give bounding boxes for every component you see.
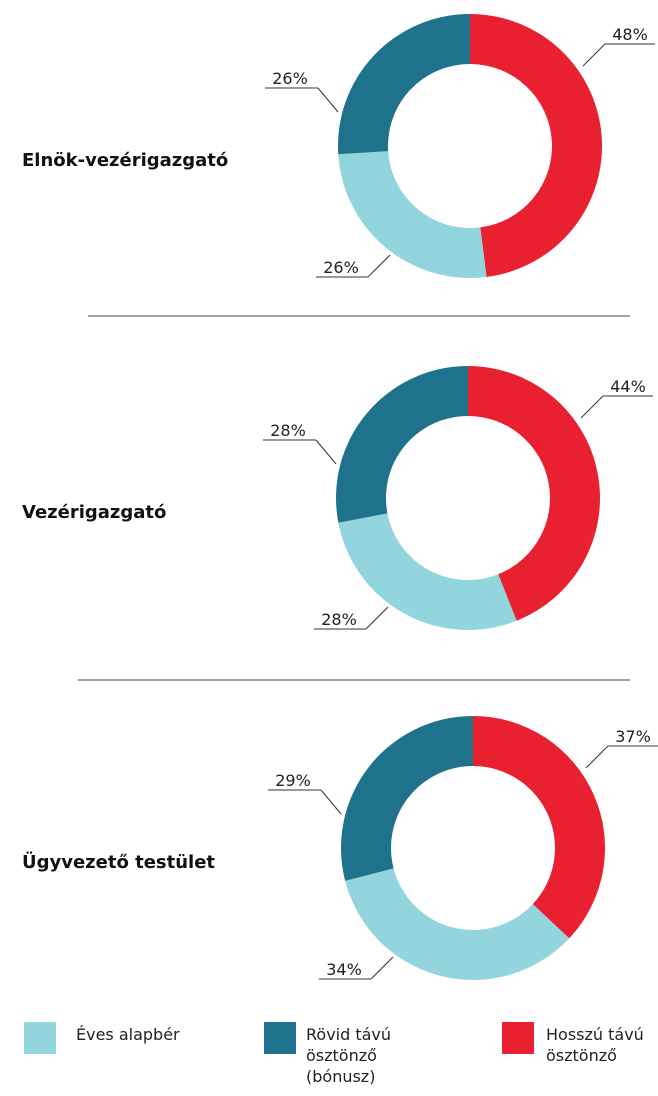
donut-slice [338,513,517,630]
chart-title: Elnök-vezérigazgató [22,150,228,171]
legend-label: Éves alapbér [76,1025,180,1044]
data-label: 26% [272,69,308,88]
donut-slice [335,366,468,523]
legend-swatch [502,1022,534,1054]
data-label: 28% [270,421,306,440]
legend-swatch [264,1022,296,1054]
data-label: 44% [610,377,646,396]
donut-slice [470,14,603,277]
leader-line [317,87,339,113]
donut-slice [337,14,470,155]
chart-title: Ügyvezető testület [22,851,215,873]
leader-line [585,745,609,769]
donut-slice [341,716,473,881]
legend-label: Rövid távú ösztönző (bónusz) [306,1025,392,1086]
data-label: 26% [323,258,359,277]
leader-line [582,43,606,67]
leader-line [365,606,389,630]
legend-swatch [24,1022,56,1054]
donut-slice [338,151,487,278]
legend-label: Hosszú távú ösztönző [546,1025,644,1065]
donut-slice [345,868,570,981]
data-label: 29% [275,771,311,790]
data-label: 48% [612,25,648,44]
chart-title: Vezérigazgató [22,502,166,523]
donut-slice [473,716,606,939]
charts: Elnök-vezérigazgató 26% 26% 48% Vezérigazgat… [22,14,658,981]
data-label: 37% [615,727,651,746]
leader-line [367,254,391,278]
leader-line [580,395,604,419]
leader-line [370,956,394,980]
leader-line [315,439,337,465]
data-label: 28% [321,610,357,629]
leader-line [320,789,342,815]
donut-slice [468,366,600,621]
data-label: 34% [326,960,362,979]
